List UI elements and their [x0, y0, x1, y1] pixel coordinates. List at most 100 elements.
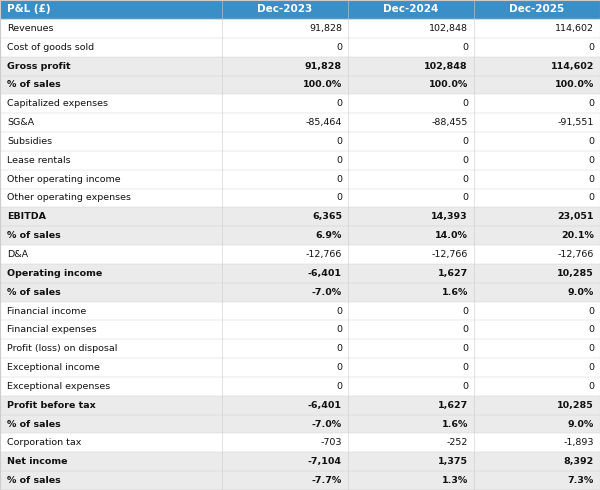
Text: -7.7%: -7.7%: [312, 476, 342, 485]
Text: EBITDA: EBITDA: [7, 212, 46, 221]
Text: 0: 0: [588, 43, 594, 52]
Text: 6,365: 6,365: [312, 212, 342, 221]
Bar: [0, 226, 600, 245]
Text: 1.3%: 1.3%: [442, 476, 468, 485]
Text: 14.0%: 14.0%: [435, 231, 468, 240]
Bar: [0, 38, 600, 57]
Bar: [0, 189, 600, 207]
Text: -88,455: -88,455: [431, 118, 468, 127]
Text: 9.0%: 9.0%: [568, 288, 594, 296]
Bar: [0, 452, 600, 471]
Text: Other operating income: Other operating income: [7, 174, 121, 184]
Text: % of sales: % of sales: [7, 231, 61, 240]
Text: Lease rentals: Lease rentals: [7, 156, 71, 165]
Text: -7.0%: -7.0%: [312, 419, 342, 429]
Text: -91,551: -91,551: [557, 118, 594, 127]
Text: 0: 0: [336, 137, 342, 146]
Text: % of sales: % of sales: [7, 288, 61, 296]
Text: 100.0%: 100.0%: [303, 80, 342, 90]
Text: SG&A: SG&A: [7, 118, 34, 127]
Text: 0: 0: [462, 137, 468, 146]
Text: 8,392: 8,392: [564, 457, 594, 466]
Bar: [0, 283, 600, 302]
Text: Other operating expenses: Other operating expenses: [7, 194, 131, 202]
Text: Dec-2025: Dec-2025: [509, 4, 565, 15]
Text: Exceptional income: Exceptional income: [7, 363, 100, 372]
Text: 0: 0: [336, 43, 342, 52]
Text: 0: 0: [336, 307, 342, 316]
Text: -12,766: -12,766: [431, 250, 468, 259]
Text: 10,285: 10,285: [557, 401, 594, 410]
Text: 0: 0: [588, 363, 594, 372]
Text: 100.0%: 100.0%: [555, 80, 594, 90]
Bar: [0, 264, 600, 283]
Bar: [0, 396, 600, 415]
Text: 0: 0: [462, 194, 468, 202]
Text: 1,375: 1,375: [438, 457, 468, 466]
Text: Gross profit: Gross profit: [7, 62, 71, 71]
Bar: [0, 95, 600, 113]
Text: 1.6%: 1.6%: [442, 288, 468, 296]
Text: 0: 0: [336, 194, 342, 202]
Bar: [0, 320, 600, 339]
Text: 114,602: 114,602: [555, 24, 594, 33]
Text: 0: 0: [462, 363, 468, 372]
Text: 91,828: 91,828: [305, 62, 342, 71]
Text: 0: 0: [336, 344, 342, 353]
Text: -12,766: -12,766: [305, 250, 342, 259]
Text: 0: 0: [336, 363, 342, 372]
Text: -703: -703: [320, 439, 342, 447]
Text: -7.0%: -7.0%: [312, 288, 342, 296]
Text: P&L (£): P&L (£): [7, 4, 50, 15]
Text: 0: 0: [462, 156, 468, 165]
Text: 0: 0: [336, 325, 342, 334]
Text: 7.3%: 7.3%: [568, 476, 594, 485]
Text: -1,893: -1,893: [563, 439, 594, 447]
Bar: [0, 207, 600, 226]
Text: 100.0%: 100.0%: [429, 80, 468, 90]
Text: 0: 0: [588, 382, 594, 391]
Text: Cost of goods sold: Cost of goods sold: [7, 43, 94, 52]
Text: 0: 0: [336, 99, 342, 108]
Bar: [0, 339, 600, 358]
Text: 23,051: 23,051: [557, 212, 594, 221]
Text: % of sales: % of sales: [7, 476, 61, 485]
Text: Operating income: Operating income: [7, 269, 102, 278]
Text: 14,393: 14,393: [431, 212, 468, 221]
Text: 0: 0: [588, 344, 594, 353]
Text: 0: 0: [588, 174, 594, 184]
Text: Financial expenses: Financial expenses: [7, 325, 97, 334]
Text: 9.0%: 9.0%: [568, 419, 594, 429]
Text: 1,627: 1,627: [438, 401, 468, 410]
Text: 1,627: 1,627: [438, 269, 468, 278]
Text: 0: 0: [336, 382, 342, 391]
Text: 0: 0: [462, 174, 468, 184]
Text: 0: 0: [588, 325, 594, 334]
Bar: [0, 113, 600, 132]
Bar: [0, 170, 600, 189]
Text: -7,104: -7,104: [308, 457, 342, 466]
Bar: [0, 75, 600, 95]
Text: 20.1%: 20.1%: [561, 231, 594, 240]
Text: D&A: D&A: [7, 250, 28, 259]
Text: 0: 0: [462, 99, 468, 108]
Text: Subsidies: Subsidies: [7, 137, 52, 146]
Text: 0: 0: [588, 307, 594, 316]
Text: 0: 0: [462, 307, 468, 316]
Text: -85,464: -85,464: [305, 118, 342, 127]
Text: 0: 0: [462, 344, 468, 353]
Bar: [0, 0, 600, 19]
Text: 91,828: 91,828: [309, 24, 342, 33]
Text: 0: 0: [588, 156, 594, 165]
Text: 0: 0: [462, 382, 468, 391]
Text: 114,602: 114,602: [551, 62, 594, 71]
Bar: [0, 19, 600, 38]
Bar: [0, 415, 600, 434]
Text: 0: 0: [462, 43, 468, 52]
Bar: [0, 358, 600, 377]
Bar: [0, 377, 600, 396]
Text: Financial income: Financial income: [7, 307, 86, 316]
Text: Profit before tax: Profit before tax: [7, 401, 96, 410]
Text: Revenues: Revenues: [7, 24, 53, 33]
Text: 102,848: 102,848: [429, 24, 468, 33]
